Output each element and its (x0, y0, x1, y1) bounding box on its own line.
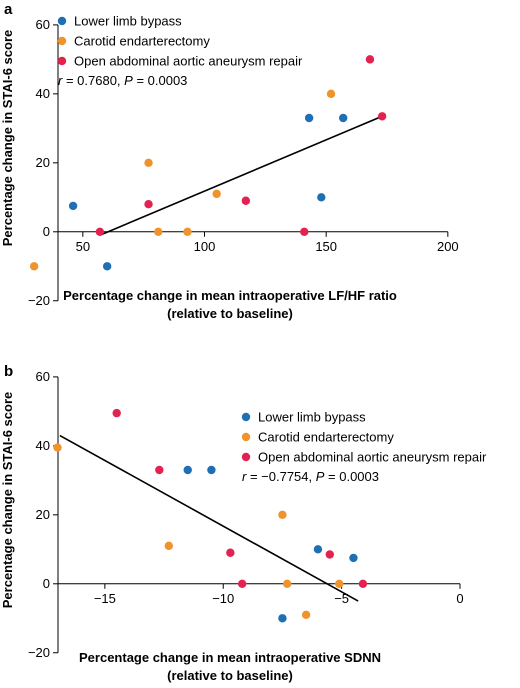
data-point (183, 227, 192, 236)
data-point (241, 196, 251, 205)
x-tick-label: 50 (76, 239, 90, 254)
data-point (304, 113, 314, 123)
x-tick-label: 200 (437, 239, 459, 254)
data-point (68, 201, 78, 211)
y-tick-label: 0 (43, 224, 50, 239)
legend-marker (241, 432, 251, 442)
legend-marker (57, 36, 67, 46)
stat-part: r (242, 469, 247, 484)
data-point (144, 158, 153, 168)
correlation-stat: r = 0.7680, P = 0.0003 (58, 73, 187, 88)
legend-marker (57, 56, 67, 66)
x-tick-label: −5 (334, 591, 349, 606)
data-point (349, 553, 358, 563)
x-tick-label: −15 (94, 591, 116, 606)
data-point (282, 579, 292, 588)
x-axis-label-line: Percentage change in mean intraoperative… (79, 650, 381, 665)
legend-marker (241, 452, 251, 462)
stat-part: = 0.0003 (133, 73, 188, 88)
panel-b: b −20 0 20 40 60 −15 −10 −5 0 Percentage change in… (0, 363, 487, 683)
legend-marker (57, 16, 67, 26)
y-axis-label: Percentage change in STAI-6 score (0, 30, 15, 247)
data-point (226, 548, 235, 557)
y-tick-label: −20 (28, 293, 50, 308)
x-axis-label-line: Percentage change in mean intraoperative… (63, 288, 397, 303)
data-point (155, 465, 164, 475)
legend-marker (241, 412, 251, 422)
legend-label: Carotid endarterectomy (258, 430, 394, 445)
data-point (278, 510, 287, 520)
stat-part: = −0.7754, (246, 469, 315, 484)
data-point (183, 465, 192, 475)
data-point (300, 227, 309, 236)
x-axis-label-line: (relative to baseline) (167, 306, 293, 321)
data-point (325, 550, 334, 559)
panel-letter: b (4, 363, 13, 380)
data-point (313, 545, 323, 554)
y-tick-label: 40 (36, 86, 50, 101)
panel-letter: a (4, 1, 13, 18)
data-point (326, 89, 336, 99)
y-tick-label: 0 (43, 576, 50, 591)
data-point (377, 112, 387, 121)
data-point (144, 200, 153, 209)
data-point (301, 610, 311, 620)
data-point (95, 227, 105, 236)
y-tick-label: −20 (28, 645, 50, 660)
stat-part: P (316, 469, 325, 484)
stat-part: = 0.7680, (62, 73, 124, 88)
x-tick-label: 0 (456, 591, 463, 606)
y-axis-label: Percentage change in STAI-6 score (0, 392, 15, 609)
stat-part: = 0.0003 (324, 469, 379, 484)
data-point (237, 579, 247, 588)
data-point (339, 113, 348, 123)
data-point (317, 193, 326, 202)
data-point (154, 227, 163, 236)
data-point (112, 408, 121, 418)
data-point (102, 262, 112, 271)
data-point (53, 443, 62, 452)
correlation-stat: r = −0.7754, P = 0.0003 (242, 469, 379, 484)
data-point (29, 262, 39, 271)
data-point (207, 465, 216, 475)
stat-part: P (124, 73, 133, 88)
regression-line (99, 115, 383, 236)
y-tick-label: 60 (36, 17, 50, 32)
y-tick-label: 20 (36, 155, 50, 170)
legend-label: Open abdominal aortic aneurysm repair (74, 54, 303, 69)
data-point (335, 579, 344, 588)
y-tick-label: 60 (36, 369, 50, 384)
x-axis-label-line: (relative to baseline) (167, 668, 293, 683)
stat-part: r (58, 73, 63, 88)
x-tick-label: 100 (194, 239, 216, 254)
data-point (212, 189, 221, 199)
regression-line (59, 434, 359, 602)
legend-label: Open abdominal aortic aneurysm repair (258, 450, 487, 465)
data-point (164, 541, 173, 551)
legend-label: Lower limb bypass (74, 14, 182, 29)
legend-label: Carotid endarterectomy (74, 34, 210, 49)
data-point (358, 579, 368, 588)
y-tick-label: 20 (36, 507, 50, 522)
data-point (365, 55, 375, 64)
x-tick-label: 150 (315, 239, 337, 254)
legend-label: Lower limb bypass (258, 410, 366, 425)
y-tick-label: 40 (36, 438, 50, 453)
data-point (278, 614, 287, 623)
panel-a: a −20 0 20 40 60 50 100 150 200 Percentage change … (0, 1, 459, 321)
x-tick-label: −10 (212, 591, 234, 606)
